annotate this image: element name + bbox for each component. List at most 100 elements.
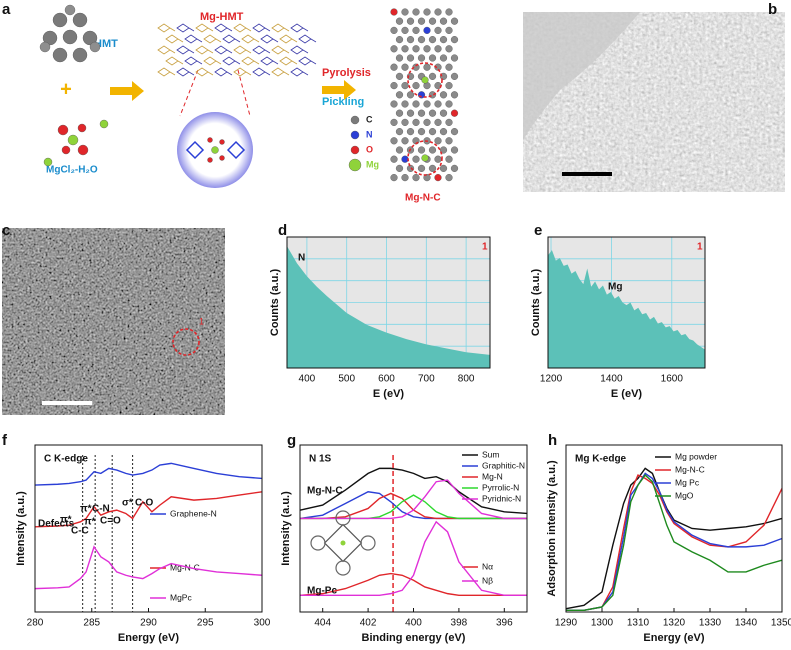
- series-line: [300, 479, 527, 520]
- lattice-unit: [290, 23, 309, 33]
- legend-label: Nβ: [482, 575, 493, 585]
- annotation: C-O: [135, 498, 154, 509]
- x-axis-label: Energy (eV): [118, 632, 179, 644]
- legend-label: Mg-N: [482, 471, 503, 481]
- atom: [72, 47, 88, 63]
- x-axis-label: E (eV): [373, 388, 405, 400]
- atom: [395, 17, 404, 25]
- atom: [417, 17, 426, 25]
- legend-label: Pyridnic-N: [482, 493, 521, 503]
- panel-label: d: [278, 222, 287, 239]
- plot-frame: [299, 444, 528, 613]
- lattice-unit: [184, 56, 203, 66]
- atom: [445, 45, 453, 53]
- atom: [61, 145, 71, 155]
- atom: [412, 81, 420, 90]
- lattice-unit: [271, 45, 290, 55]
- atom: [450, 17, 459, 25]
- atom: [450, 91, 459, 99]
- molecule-core: [323, 523, 363, 563]
- legend-label: Mg-N-C: [675, 464, 705, 474]
- atom: [390, 8, 398, 16]
- lattice-unit: [176, 67, 195, 77]
- lattice-unit: [241, 34, 260, 44]
- lattice-unit: [252, 23, 271, 33]
- annotation: σ*: [122, 498, 133, 509]
- legend-label: Nα: [482, 561, 493, 571]
- atom: [439, 128, 448, 136]
- atom: [348, 158, 362, 172]
- x-tick-label: 1290: [555, 618, 578, 629]
- atom: [72, 12, 88, 28]
- atom: [434, 26, 442, 35]
- molecule: [226, 140, 246, 160]
- series-line: [34, 491, 263, 528]
- molecule-center: [340, 540, 346, 546]
- chart-title: C K-edge: [44, 454, 88, 465]
- atom: [401, 137, 409, 145]
- atom: [450, 109, 459, 117]
- atom: [401, 174, 409, 182]
- panel-label: e: [534, 222, 542, 239]
- plot-frame: [547, 236, 706, 369]
- annotation: Mg-Pc: [307, 586, 337, 597]
- atom: [350, 130, 360, 140]
- x-tick-label: 1330: [699, 618, 722, 629]
- atom: [52, 47, 68, 63]
- atom: [445, 63, 453, 71]
- lattice-unit: [233, 67, 252, 77]
- atom-circle: [172, 328, 200, 356]
- lattice-unit: [195, 45, 214, 55]
- lattice-unit: [222, 56, 241, 66]
- atom: [406, 164, 415, 173]
- legend-label: Mg powder: [675, 451, 717, 461]
- lattice-unit: [195, 67, 214, 77]
- series-line: [566, 472, 783, 612]
- atom: [350, 145, 360, 155]
- x-axis-label: E (eV): [611, 388, 643, 400]
- atom: [406, 54, 415, 62]
- series-line: [299, 572, 527, 596]
- series-line: [566, 474, 783, 612]
- atom: [390, 63, 398, 71]
- x-tick-label: 280: [27, 618, 44, 629]
- lattice-unit: [222, 34, 241, 44]
- atom: [395, 128, 404, 136]
- atom: [43, 157, 53, 167]
- x-tick-label: 800: [458, 374, 475, 385]
- series-line: [566, 474, 783, 612]
- atom: [77, 144, 89, 156]
- lattice-unit: [214, 67, 233, 77]
- atom: [395, 72, 404, 81]
- lattice-unit: [290, 45, 309, 55]
- scale-bar: [562, 172, 612, 176]
- y-axis-label: Intensity (a.u.): [280, 491, 292, 566]
- atom: [423, 100, 431, 108]
- salt-label: MgCl₂-H₂O: [46, 165, 98, 176]
- scale-bar: [42, 401, 92, 405]
- annotation: Mg: [608, 282, 622, 293]
- atom: [423, 63, 431, 71]
- atom: [434, 100, 442, 108]
- atom: [439, 109, 448, 117]
- atom: [417, 109, 426, 117]
- plot-frame: [565, 444, 783, 613]
- x-tick-label: 1600: [661, 374, 684, 385]
- lattice-unit: [165, 34, 184, 44]
- atom: [89, 41, 101, 53]
- atom: [439, 35, 448, 44]
- lattice-unit: [279, 34, 298, 44]
- x-tick-label: 1200: [540, 374, 563, 385]
- lattice-unit: [157, 23, 176, 33]
- x-tick-label: 300: [254, 618, 271, 629]
- atom: [390, 45, 398, 53]
- atom: [450, 146, 459, 154]
- atom: [412, 8, 420, 16]
- atom: [439, 91, 448, 99]
- x-tick-label: 400: [299, 374, 316, 385]
- atom: [450, 54, 459, 62]
- lattice-unit: [157, 45, 176, 55]
- atom: [42, 30, 58, 46]
- atom: [406, 91, 415, 99]
- atom: [401, 8, 409, 16]
